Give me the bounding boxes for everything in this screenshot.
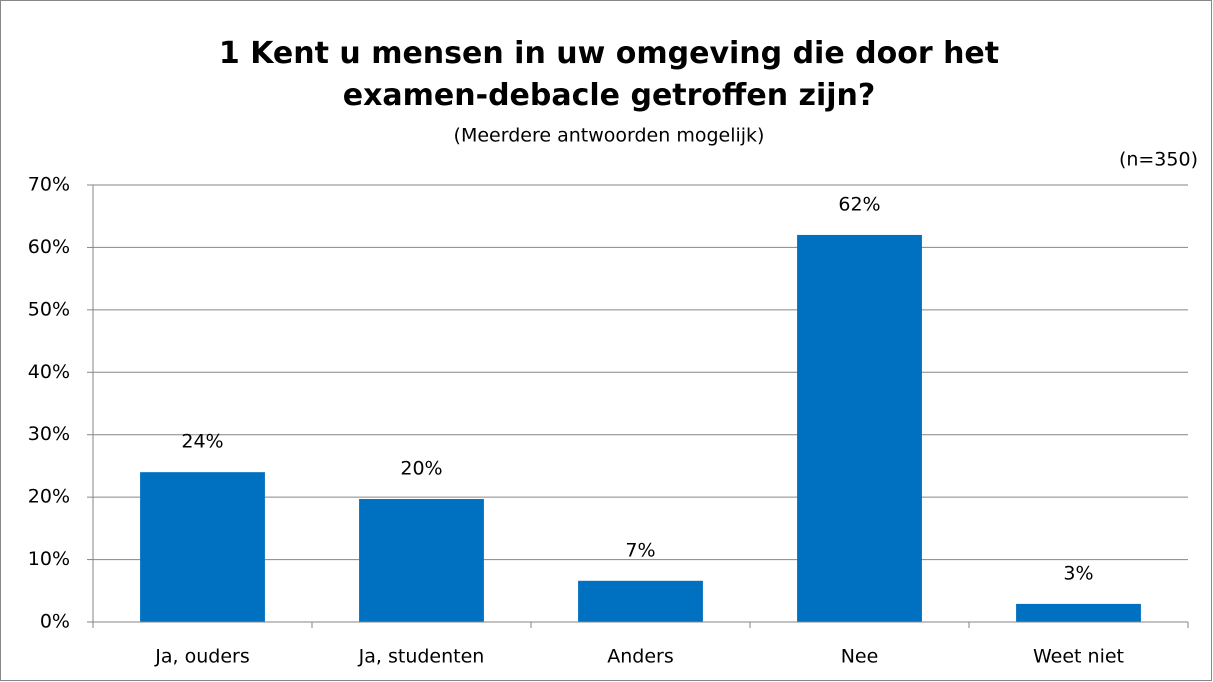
bar [140,472,265,622]
annotation: (n=350) [1119,149,1198,171]
x-tick-label: Ja, studenten [358,646,485,668]
y-tick-label: 10% [28,548,70,570]
x-tick-label: Weet niet [1033,646,1124,668]
y-tick-label: 0% [40,611,70,633]
data-label: 3% [1063,562,1093,584]
chart-title: 1 Kent u mensen in uw omgeving die door … [218,36,1000,113]
y-tick-label: 30% [28,423,70,445]
data-label: 24% [181,431,223,453]
bar [797,234,922,622]
y-tick-label: 20% [28,486,70,508]
y-tick-label: 60% [28,236,70,258]
data-label: 7% [625,539,655,561]
bar [359,499,484,622]
data-label: 20% [400,458,442,480]
chart-subtitle: (Meerdere antwoorden mogelijk) [454,125,765,147]
y-tick-label: 70% [28,174,70,196]
y-tick-label: 50% [28,298,70,320]
y-tick-label: 40% [28,361,70,383]
bar [1016,603,1141,622]
data-label: 62% [838,193,880,215]
bar [578,580,703,622]
x-tick-label: Ja, ouders [154,646,249,668]
x-tick-label: Nee [841,646,879,668]
x-tick-label: Anders [607,646,674,668]
